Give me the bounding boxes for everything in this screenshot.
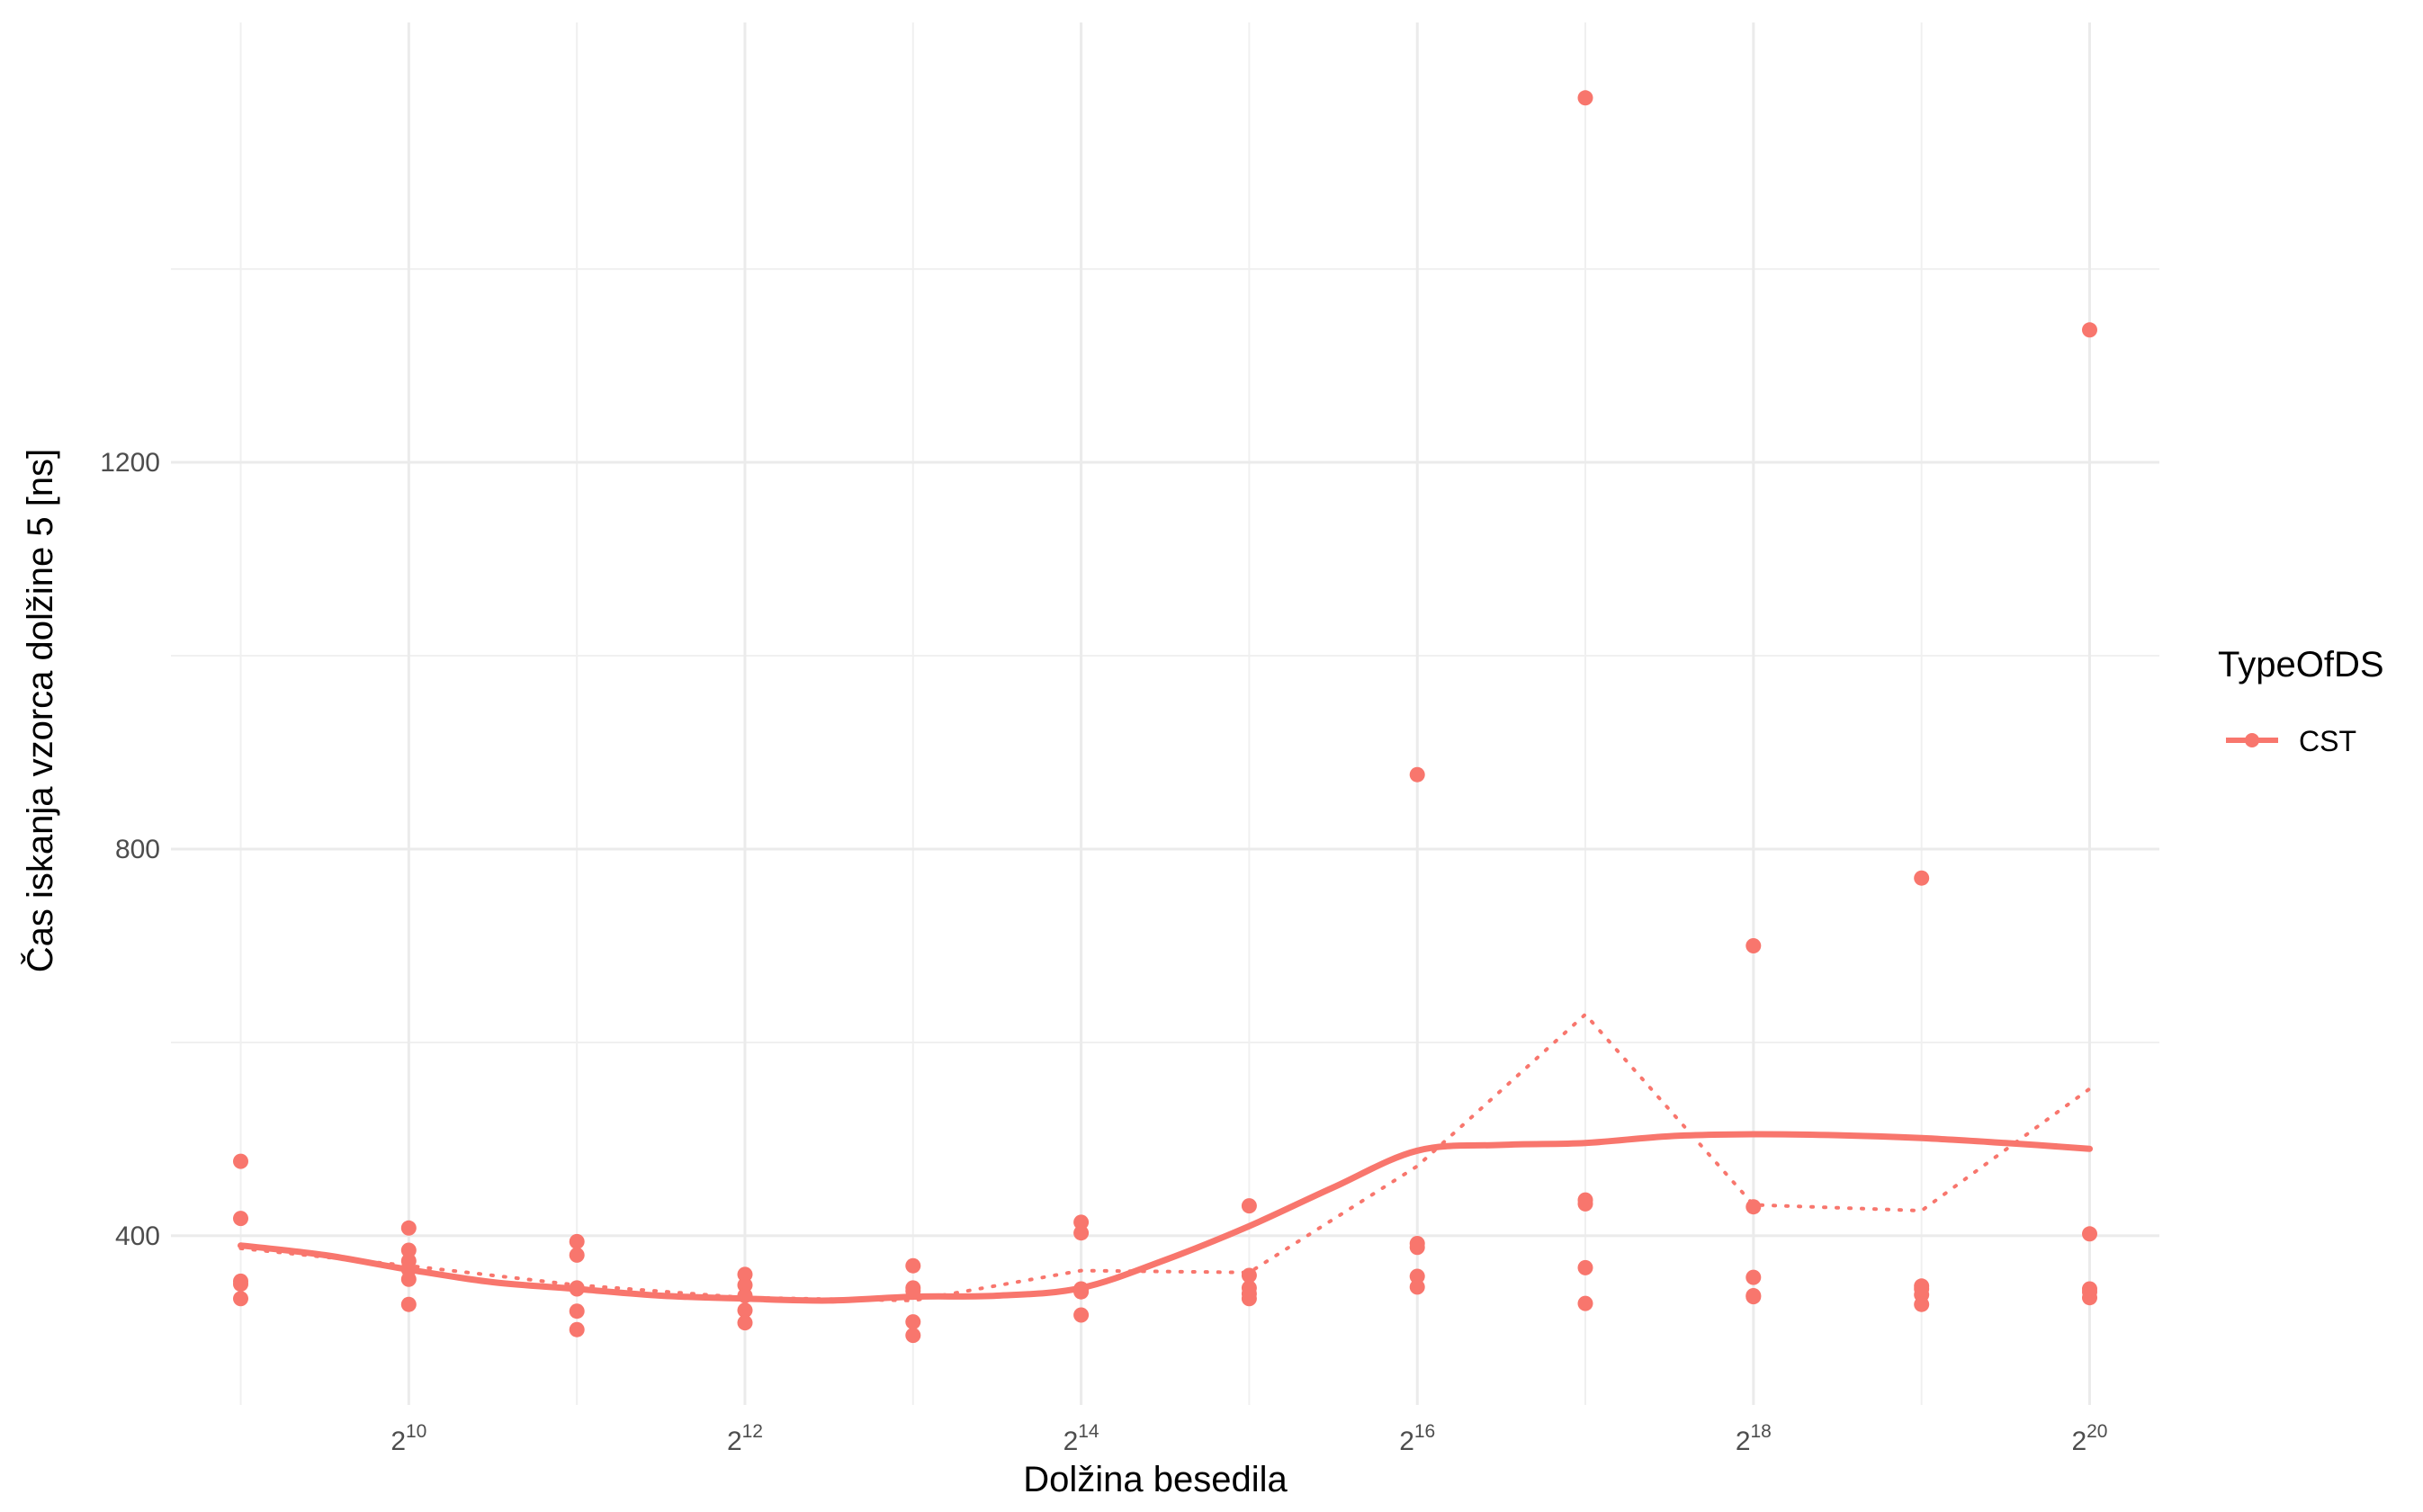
x-axis-title: Dolžina besedila — [1023, 1460, 1288, 1499]
data-point-cst — [1745, 1199, 1762, 1215]
y-tick-label: 400 — [115, 1221, 160, 1251]
data-point-cst — [1241, 1291, 1257, 1307]
data-point-cst — [233, 1153, 248, 1169]
grid-major — [171, 22, 2159, 1405]
data-point-cst — [905, 1283, 921, 1299]
data-point-cst — [737, 1302, 753, 1319]
data-point-cst — [1409, 766, 1425, 783]
data-point-cst — [569, 1321, 585, 1338]
data-point-cst — [400, 1242, 417, 1258]
data-point-cst — [1577, 1259, 1593, 1275]
data-point-cst — [737, 1315, 753, 1331]
data-point-cst — [1577, 1295, 1593, 1311]
legend: TypeOfDS CST — [2218, 645, 2384, 757]
data-point-cst — [569, 1247, 585, 1263]
x-tick-base: 2 — [1063, 1427, 1079, 1456]
data-point-cst — [1409, 1268, 1425, 1284]
x-tick-label: 214 — [1063, 1421, 1099, 1456]
legend-key-point — [2245, 733, 2259, 747]
data-points — [233, 90, 2097, 1344]
data-point-cst — [400, 1271, 417, 1287]
data-point-cst — [737, 1288, 753, 1303]
x-tick-exponent: 18 — [1751, 1421, 1772, 1442]
y-tick-label: 800 — [115, 835, 160, 864]
data-point-cst — [905, 1328, 921, 1344]
data-point-cst — [233, 1211, 248, 1227]
data-point-cst — [1241, 1198, 1257, 1214]
data-point-cst — [1745, 1269, 1762, 1285]
data-point-cst — [400, 1296, 417, 1312]
x-tick-base: 2 — [1736, 1427, 1751, 1456]
x-tick-exponent: 14 — [1078, 1421, 1099, 1442]
x-tick-exponent: 12 — [742, 1421, 763, 1442]
data-point-cst — [737, 1277, 753, 1293]
data-point-cst — [569, 1281, 585, 1297]
series-lines — [238, 1011, 2093, 1304]
data-point-cst — [400, 1220, 417, 1236]
smooth-line-cst — [238, 1131, 2093, 1304]
x-tick-exponent: 16 — [1414, 1421, 1435, 1442]
data-point-cst — [737, 1266, 753, 1283]
data-point-cst — [1745, 938, 1762, 953]
data-point-cst — [2082, 1226, 2097, 1242]
x-tick-label: 216 — [1399, 1421, 1435, 1456]
data-point-cst — [1409, 1279, 1425, 1295]
data-point-cst — [233, 1291, 248, 1307]
y-axis-ticks: 400 800 1200 — [100, 448, 160, 1251]
x-tick-exponent: 20 — [2086, 1421, 2107, 1442]
data-point-cst — [905, 1314, 921, 1330]
x-tick-label: 212 — [727, 1421, 763, 1456]
x-tick-exponent: 10 — [406, 1421, 426, 1442]
x-tick-base: 2 — [2071, 1427, 2086, 1456]
data-point-cst — [2082, 322, 2097, 338]
data-point-cst — [1073, 1225, 1090, 1241]
data-point-cst — [1241, 1267, 1257, 1284]
data-point-cst — [569, 1233, 585, 1249]
x-axis-ticks: 210 212 214 216 218 220 — [390, 1421, 2107, 1456]
data-point-cst — [1409, 1239, 1425, 1256]
data-point-cst — [1073, 1214, 1090, 1230]
data-point-cst — [1914, 870, 1930, 886]
y-tick-label: 1200 — [100, 448, 160, 478]
data-point-cst — [1073, 1307, 1090, 1323]
data-point-cst — [1914, 1296, 1930, 1312]
data-point-cst — [233, 1276, 248, 1293]
x-tick-label: 210 — [390, 1421, 426, 1456]
x-tick-label: 220 — [2071, 1421, 2107, 1456]
data-point-cst — [1073, 1284, 1090, 1300]
x-tick-base: 2 — [390, 1427, 406, 1456]
x-tick-base: 2 — [1399, 1427, 1414, 1456]
y-axis-title: Čas iskanja vzorca dolžine 5 [ns] — [20, 449, 60, 973]
data-point-cst — [905, 1257, 921, 1274]
data-point-cst — [1577, 1195, 1593, 1212]
legend-label-cst: CST — [2299, 725, 2356, 757]
data-point-cst — [569, 1303, 585, 1320]
x-tick-base: 2 — [727, 1427, 742, 1456]
data-point-cst — [1577, 90, 1593, 106]
grid-minor — [171, 22, 2159, 1405]
x-tick-label: 218 — [1736, 1421, 1772, 1456]
legend-title: TypeOfDS — [2218, 645, 2384, 684]
data-point-cst — [2082, 1290, 2097, 1306]
data-point-cst — [1745, 1289, 1762, 1305]
